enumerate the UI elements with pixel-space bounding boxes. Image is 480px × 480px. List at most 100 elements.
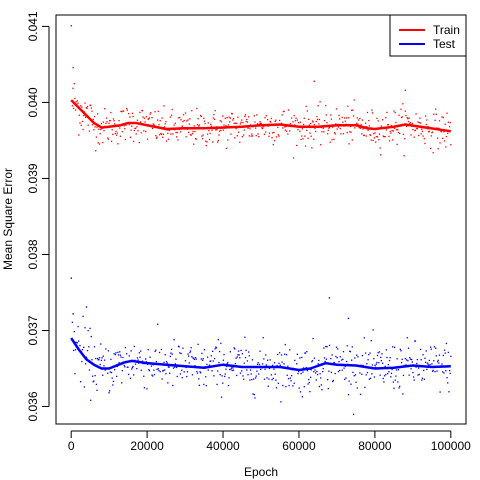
train-point: [434, 119, 436, 121]
test-point: [303, 385, 305, 388]
test-point: [290, 375, 293, 377]
train-point: [191, 110, 193, 112]
train-point: [70, 25, 72, 27]
test-point: [261, 363, 264, 365]
train-point: [411, 122, 413, 125]
train-point: [257, 133, 259, 135]
test-point: [345, 360, 348, 363]
train-point: [117, 143, 119, 145]
train-point: [329, 141, 331, 143]
train-point: [204, 122, 206, 125]
test-point: [259, 350, 261, 352]
test-point: [112, 384, 114, 386]
train-point: [115, 130, 117, 133]
train-point: [241, 136, 243, 138]
train-point: [268, 135, 270, 137]
train-point: [236, 122, 238, 125]
train-point: [218, 134, 220, 136]
test-point: [212, 360, 214, 362]
test-point: [346, 345, 348, 347]
train-point: [449, 122, 451, 124]
train-point: [394, 112, 396, 114]
test-point: [330, 357, 332, 360]
train-point: [183, 119, 185, 122]
train-point: [292, 121, 294, 123]
train-point: [200, 115, 202, 118]
test-point: [313, 357, 316, 359]
train-point: [157, 110, 159, 113]
test-point: [293, 382, 295, 384]
test-point: [213, 375, 215, 377]
test-point: [433, 346, 436, 348]
train-point: [412, 128, 414, 131]
train-point: [339, 127, 341, 130]
test-point: [368, 378, 370, 380]
test-point: [181, 377, 183, 379]
train-point: [402, 133, 405, 135]
train-point: [105, 117, 108, 119]
train-point: [229, 121, 231, 123]
train-point: [341, 116, 343, 119]
test-point: [285, 354, 288, 356]
train-point: [300, 138, 302, 141]
test-point: [265, 364, 268, 366]
test-point: [423, 378, 425, 380]
test-point: [153, 373, 156, 376]
test-point: [150, 365, 153, 367]
train-point: [278, 135, 280, 137]
train-point: [142, 116, 144, 118]
train-point: [119, 127, 121, 129]
train-point: [304, 145, 307, 147]
test-point: [332, 379, 334, 382]
test-point: [73, 330, 75, 333]
train-point: [430, 135, 432, 137]
train-point: [266, 118, 269, 121]
train-point: [311, 147, 313, 149]
test-point: [324, 360, 326, 363]
test-point: [191, 356, 193, 358]
train-point: [219, 120, 221, 122]
train-point: [302, 138, 304, 140]
train-point: [299, 130, 301, 132]
train-point: [119, 135, 122, 137]
test-point: [232, 367, 234, 369]
test-point: [314, 372, 317, 374]
test-point: [114, 369, 116, 371]
train-point: [386, 111, 388, 114]
test-point: [393, 387, 395, 389]
test-point: [87, 329, 89, 332]
train-point: [287, 133, 289, 135]
train-point: [362, 128, 364, 130]
test-point: [244, 336, 246, 338]
train-point: [140, 132, 142, 134]
test-point: [210, 360, 212, 362]
test-point: [368, 353, 370, 356]
train-point: [230, 133, 232, 135]
test-point: [74, 372, 76, 375]
test-point: [156, 368, 158, 370]
train-point: [86, 105, 89, 108]
train-point: [365, 135, 367, 137]
test-point: [107, 350, 110, 352]
train-point: [345, 117, 348, 119]
train-point: [397, 128, 399, 131]
test-point: [205, 385, 207, 387]
test-point: [109, 371, 111, 373]
train-point: [202, 134, 204, 136]
train-point: [95, 136, 98, 138]
test-point: [411, 361, 413, 363]
train-point: [363, 134, 365, 136]
train-point: [95, 150, 97, 152]
train-point: [378, 139, 380, 141]
train-point: [367, 129, 369, 131]
train-point: [134, 127, 137, 130]
train-point: [244, 115, 246, 117]
train-point: [210, 123, 212, 126]
train-point: [277, 126, 279, 129]
train-point: [113, 120, 115, 122]
test-point: [196, 372, 199, 374]
train-point: [398, 114, 400, 116]
test-point: [272, 364, 274, 366]
train-point: [79, 122, 81, 124]
test-point: [442, 354, 444, 357]
